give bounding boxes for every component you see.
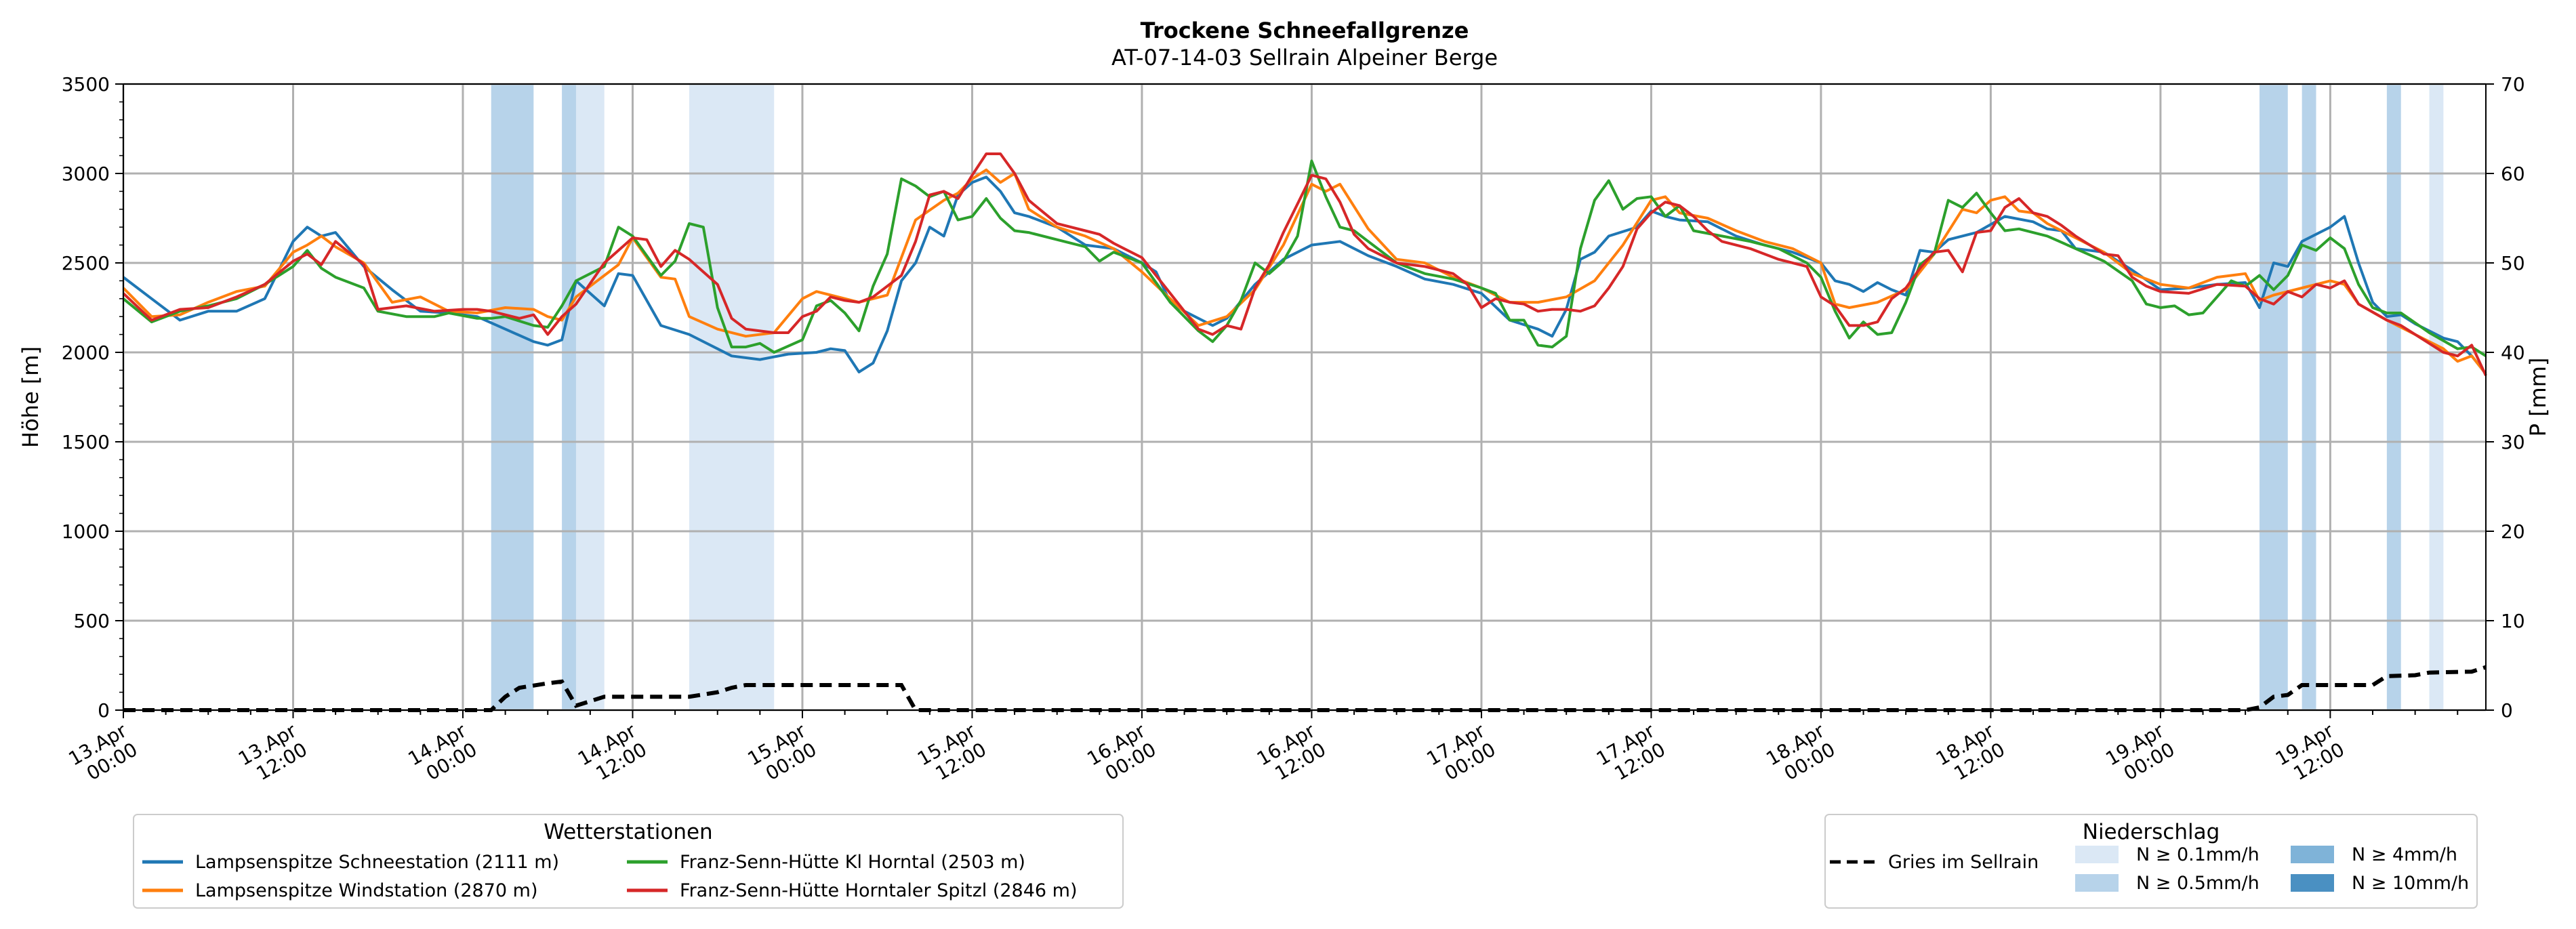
plot-frame [123,83,2487,711]
precip-band [2302,84,2316,710]
precip-band [2260,84,2288,710]
y-tick-label: 0 [98,699,110,722]
legend-stations: Wetterstationen Lampsenspitze Schneestat… [133,814,1124,909]
y-tick-label: 500 [74,610,110,632]
series-line-4 [122,152,2487,377]
precip-band [2386,84,2401,710]
precip-band [491,84,534,710]
precipitation-bands [491,84,2444,710]
y-tick-label: 1000 [62,520,110,543]
legend-precip-swatch [2291,846,2334,863]
series-line-2 [122,168,2487,375]
y-tick-label: 2500 [62,252,110,274]
precip-band [562,84,576,710]
legend-precip-swatch [2291,874,2334,892]
precip-line-group [123,665,2487,712]
y2-tick-label: 40 [2501,342,2525,364]
precip-line-gries [123,665,2487,712]
legend-precip-label: N ≥ 0.5mm/h [2136,873,2260,894]
y2-axis-label: P [mm] [2525,358,2551,437]
data-series [122,152,2487,377]
legend-stations-title: Wetterstationen [544,820,712,844]
legend-station-label: Lampsenspitze Schneestation (2111 m) [195,852,559,873]
legend-precip-swatch [2075,874,2119,892]
legend-precip-label: N ≥ 4mm/h [2352,844,2457,865]
y-tick-label: 3500 [62,73,110,96]
y-axis-label: Höhe [m] [18,346,43,448]
precip-band [689,84,775,710]
chart-subtitle: AT-07-14-03 Sellrain Alpeiner Berge [1111,45,1498,70]
y-tick-label: 3000 [62,163,110,185]
chart-title: Trockene Schneefallgrenze [1141,18,1469,43]
y-tick-label: 1500 [62,431,110,453]
y2-tick-label: 50 [2501,252,2525,274]
y2-tick-label: 0 [2501,699,2513,722]
legend-precip-label: N ≥ 0.1mm/h [2136,844,2260,865]
legend-precip-label: N ≥ 10mm/h [2352,873,2469,894]
y2-tick-label: 70 [2501,73,2525,96]
legend-precip-swatch [2075,846,2119,863]
legend-station-label: Franz-Senn-Hütte Horntaler Spitzl (2846 … [680,880,1078,901]
y2-tick-label: 30 [2501,431,2525,453]
legend-precip-line-label: Gries im Sellrain [1888,852,2039,873]
legend-precip-title: Niederschlag [2083,820,2220,844]
y2-tick-label: 20 [2501,520,2525,543]
y2-tick-label: 60 [2501,163,2525,185]
y-tick-label: 2000 [62,342,110,364]
legend-station-label: Lampsenspitze Windstation (2870 m) [195,880,538,901]
y2-tick-label: 10 [2501,610,2525,632]
precip-band [575,84,605,710]
legend-station-label: Franz-Senn-Hütte Kl Horntal (2503 m) [680,852,1025,873]
precip-band [2429,84,2444,710]
series-line-3 [122,159,2487,357]
legend-precip: Niederschlag Gries im Sellrain N ≥ 0.1mm… [1824,814,2478,909]
